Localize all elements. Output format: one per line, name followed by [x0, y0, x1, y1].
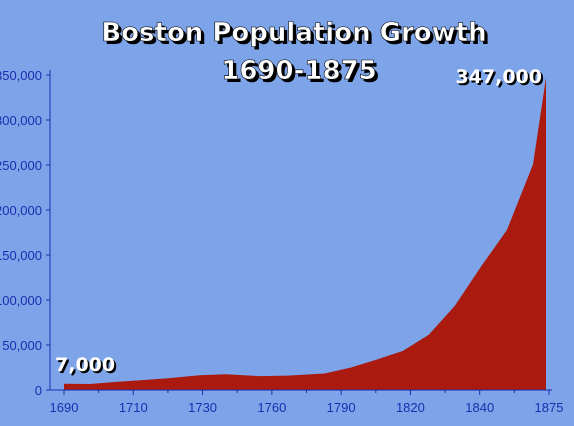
x-tick-label: 1690 [50, 400, 79, 415]
y-tick-label: 350,000 [0, 68, 42, 83]
chart-subtitle-shadow: 1690-1875 [224, 59, 380, 89]
annotation-end: 347,000 [455, 66, 542, 88]
y-tick-label: 100,000 [0, 293, 42, 308]
annotation-end-shadow: 347,000 [457, 68, 544, 90]
y-tick-label: 200,000 [0, 203, 42, 218]
chart-title-shadow: Boston Population Growth [104, 21, 489, 51]
x-tick-label: 1820 [396, 400, 425, 415]
annotation-start: 7,000 [55, 354, 115, 376]
y-tick-label: 150,000 [0, 248, 42, 263]
x-tick-label: 1710 [119, 400, 148, 415]
x-tick-label: 1840 [465, 400, 494, 415]
x-tick-label: 1790 [327, 400, 356, 415]
plot-area [64, 77, 546, 390]
population-area [64, 77, 546, 390]
x-tick-label: 1730 [188, 400, 217, 415]
axes: 0 50,000 100,000 150,000 200,000 250,000 300,0… [0, 68, 563, 415]
y-tick-label: 50,000 [2, 338, 42, 353]
chart-subtitle: 1690-1875 [221, 56, 377, 86]
x-tick-label: 1875 [535, 400, 564, 415]
y-tick-label: 250,000 [0, 158, 42, 173]
y-tick-label: 0 [35, 383, 42, 398]
y-tick-label: 300,000 [0, 113, 42, 128]
annotation-start-shadow: 7,000 [57, 356, 117, 378]
x-tick-label: 1760 [257, 400, 286, 415]
chart-title: Boston Population Growth [101, 18, 486, 48]
